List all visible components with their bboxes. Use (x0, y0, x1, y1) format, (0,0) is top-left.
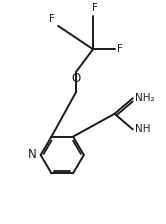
Text: F: F (49, 14, 55, 24)
Text: F: F (117, 44, 123, 54)
Text: F: F (92, 2, 98, 13)
Text: O: O (72, 72, 81, 85)
Text: N: N (28, 149, 37, 162)
Text: NH: NH (135, 124, 151, 134)
Text: NH₂: NH₂ (135, 93, 155, 103)
